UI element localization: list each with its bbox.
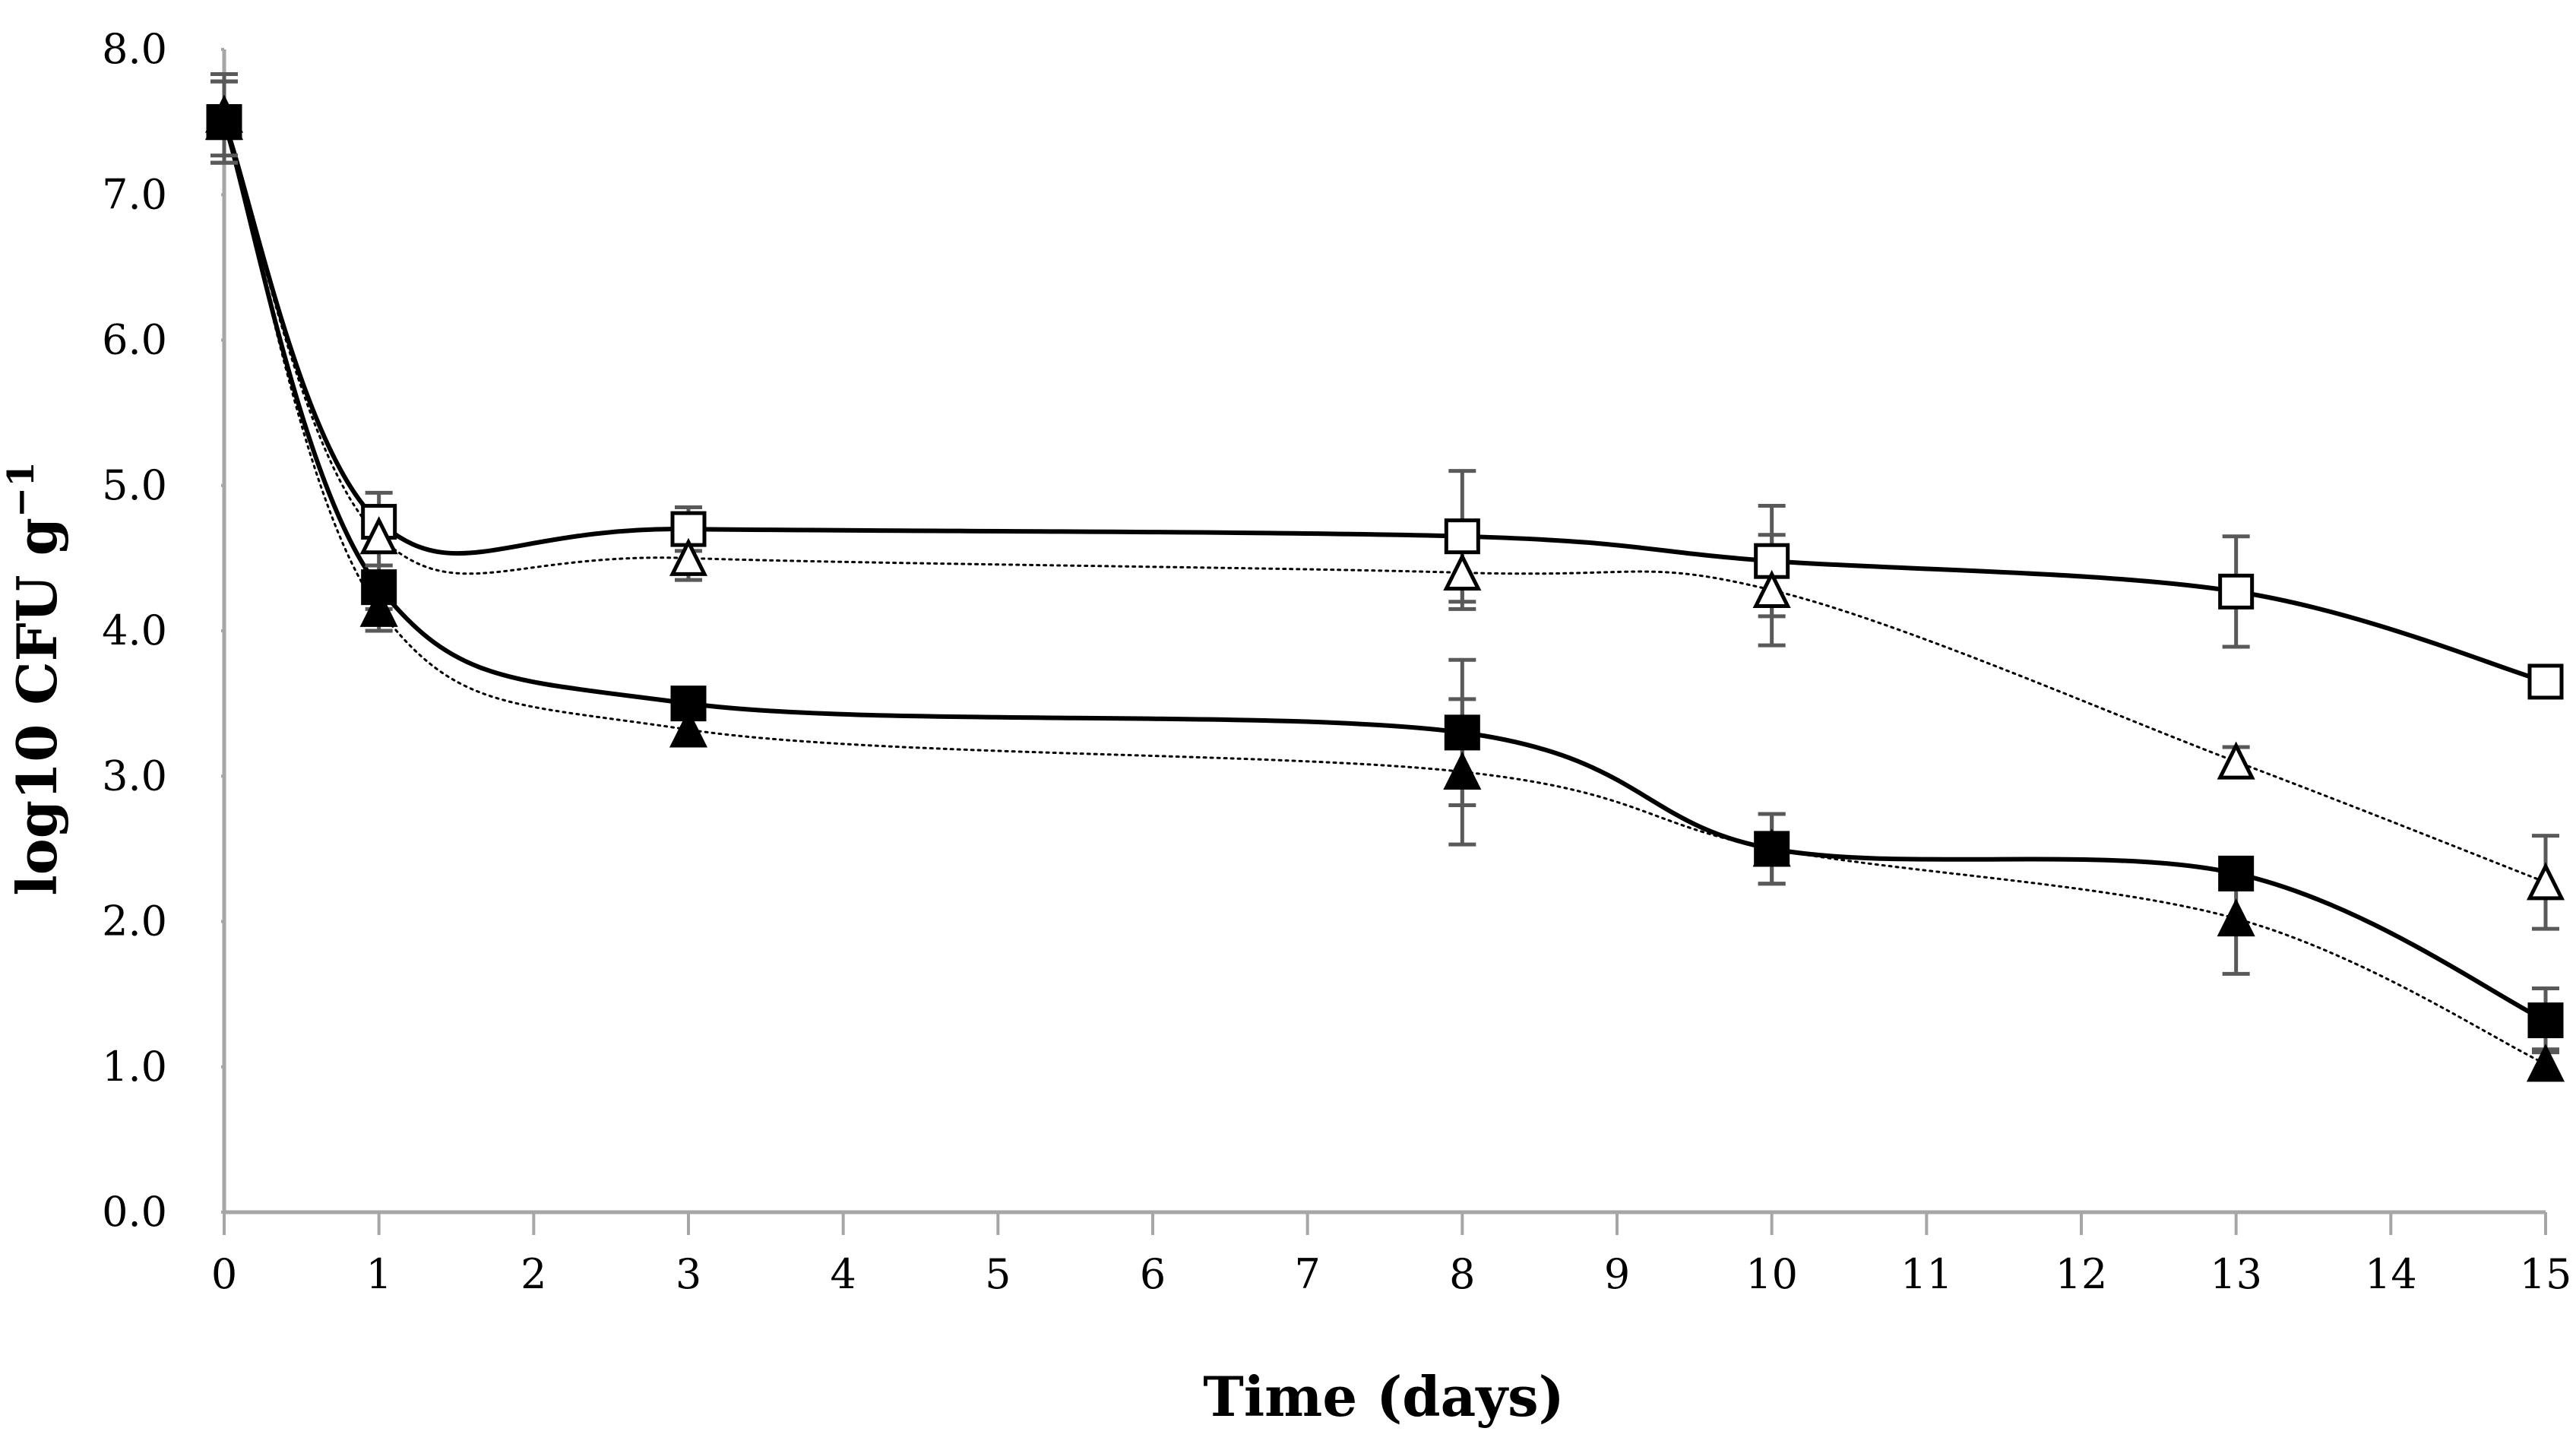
- x-tick-label: 8: [1449, 1250, 1475, 1298]
- y-tick-label: 2.0: [102, 898, 167, 945]
- filled-triangle-marker: [1752, 828, 1791, 867]
- x-tick-label: 0: [211, 1250, 237, 1298]
- marker-layer: [204, 94, 2565, 1082]
- open-triangle-marker: [1752, 569, 1791, 608]
- filled-triangle-marker: [669, 709, 708, 748]
- open-triangle-marker: [2217, 741, 2255, 780]
- y-tick-label: 0.0: [102, 1188, 167, 1236]
- x-tick-label: 7: [1294, 1250, 1320, 1298]
- y-axis-title-superscript: −1: [0, 461, 43, 518]
- y-axis-title-main: log10 CFU g: [5, 518, 69, 896]
- errorbar-layer: [210, 72, 2559, 1081]
- x-tick-label: 6: [1140, 1250, 1166, 1298]
- y-tick-label: 7.0: [102, 170, 167, 218]
- open-square-marker: [2218, 573, 2255, 610]
- x-tick-label: 4: [830, 1250, 856, 1298]
- filled-square-marker: [2527, 1002, 2564, 1039]
- x-tick-label: 14: [2365, 1250, 2417, 1298]
- filled-triangle-marker: [359, 588, 398, 627]
- filled-triangle-marker: [204, 94, 244, 133]
- x-tick-label: 10: [1745, 1250, 1798, 1298]
- open-triangle-line: [223, 121, 2547, 884]
- open-triangle-marker: [1443, 552, 1482, 591]
- open-square-marker: [1444, 518, 1480, 555]
- filled-triangle-marker: [1443, 751, 1482, 790]
- y-tick-label: 4.0: [102, 606, 167, 654]
- filled-triangle-line: [223, 113, 2547, 1066]
- open-triangle-marker: [2526, 862, 2565, 901]
- x-tick-label: 5: [985, 1250, 1011, 1298]
- lines-layer: [222, 113, 2548, 1066]
- filled-square-marker: [2218, 855, 2255, 891]
- y-tick-label: 8.0: [102, 25, 167, 73]
- filled-triangle-marker: [2526, 1043, 2565, 1082]
- open-triangle-marker: [359, 516, 398, 555]
- x-tick-label: 2: [521, 1250, 546, 1298]
- x-tick-label: 13: [2210, 1250, 2262, 1298]
- y-tick-label: 6.0: [102, 316, 167, 364]
- x-tick-label: 3: [676, 1250, 701, 1298]
- y-tick-label: 5.0: [102, 461, 167, 509]
- x-axis-title: Time (days): [1203, 1364, 1565, 1429]
- x-tick-label: 1: [366, 1250, 391, 1298]
- filled-triangle-marker: [2217, 898, 2255, 937]
- x-tick-label: 15: [2520, 1250, 2572, 1298]
- open-square-marker: [2527, 663, 2564, 700]
- y-axis-title: log10 CFU g−1: [0, 461, 69, 895]
- axes-layer: 0 1 2 3 4 5 6 7 8 9 10 11 12 13 14 150.01.02.03.04.05.0…: [102, 25, 2571, 1298]
- open-square-line: [222, 119, 2548, 684]
- x-tick-label: 12: [2055, 1250, 2108, 1298]
- filled-square-marker: [1444, 714, 1480, 751]
- x-tick-label: 9: [1604, 1250, 1630, 1298]
- open-triangle-marker: [669, 537, 708, 576]
- y-tick-label: 1.0: [102, 1043, 167, 1091]
- label-layer: Time (days) log10 CFU g−1: [0, 461, 1565, 1429]
- y-tick-label: 3.0: [102, 752, 167, 800]
- x-tick-label: 11: [1900, 1250, 1953, 1298]
